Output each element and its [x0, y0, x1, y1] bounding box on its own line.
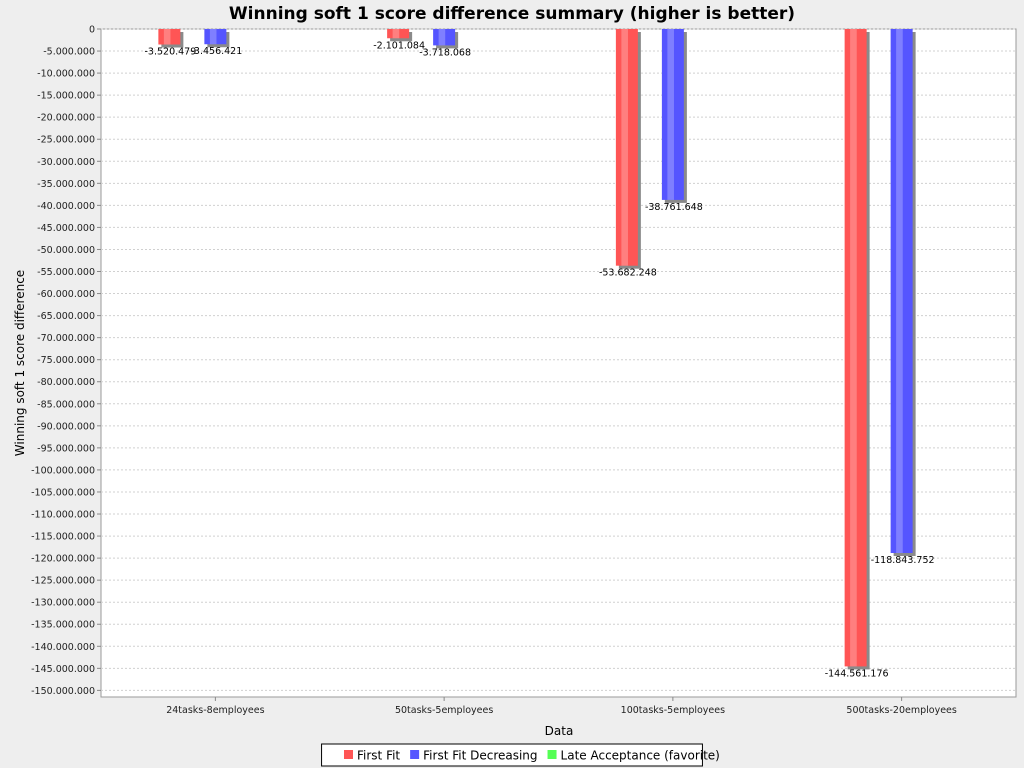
bar-value-label: -118.843.752 — [871, 555, 935, 566]
y-axis-label: Winning soft 1 score difference — [13, 270, 27, 456]
y-tick-label: -140.000.000 — [31, 642, 95, 653]
bar-value-label: -144.561.176 — [825, 668, 889, 679]
bar-highlight — [850, 29, 857, 667]
y-tick-label: -95.000.000 — [37, 443, 95, 454]
bar — [844, 29, 867, 667]
bar-highlight — [392, 29, 400, 39]
y-tick-label: -40.000.000 — [37, 201, 95, 212]
x-tick-label: 24tasks-8employees — [166, 705, 264, 716]
y-tick-label: -15.000.000 — [37, 91, 95, 102]
y-tick-label: -20.000.000 — [37, 113, 95, 124]
y-tick-label: -115.000.000 — [31, 532, 95, 543]
y-tick-label: -60.000.000 — [37, 289, 95, 300]
y-tick-label: -50.000.000 — [37, 245, 95, 256]
data-labels: -3.520.479-3.456.421 -2.101.084-3.718.068… — [144, 40, 934, 679]
legend-entry: First Fit Decreasing — [423, 749, 537, 763]
bar-highlight — [438, 29, 446, 46]
y-tick-label: -5.000.000 — [43, 47, 95, 58]
bar-value-label: -3.718.068 — [419, 47, 471, 58]
x-axis-ticks: 24tasks-8employees 50tasks-5employees 100t… — [166, 697, 957, 716]
bar-value-label: -38.761.648 — [645, 202, 703, 213]
legend-swatch — [547, 750, 557, 759]
bar — [433, 29, 456, 46]
bar-value-label: -53.682.248 — [599, 268, 657, 279]
y-tick-label: -100.000.000 — [31, 465, 95, 476]
y-tick-label: -30.000.000 — [37, 157, 95, 168]
y-tick-label: -75.000.000 — [37, 355, 95, 366]
y-tick-label: -10.000.000 — [37, 69, 95, 80]
y-tick-label: -70.000.000 — [37, 333, 95, 344]
legend-entry: Late Acceptance (favorite) — [561, 749, 720, 763]
y-tick-label: -25.000.000 — [37, 135, 95, 146]
y-tick-label: -55.000.000 — [37, 267, 95, 278]
y-axis-ticks: 0 -5.000.000 -10.000.000 -15.000.000 -20.000… — [31, 25, 101, 697]
y-tick-label: -130.000.000 — [31, 598, 95, 609]
bar-highlight — [667, 29, 674, 200]
bar-highlight — [896, 29, 903, 554]
x-tick-label: 100tasks-5employees — [621, 705, 725, 716]
bar — [890, 29, 913, 554]
y-tick-label: -105.000.000 — [31, 487, 95, 498]
y-tick-label: -45.000.000 — [37, 223, 95, 234]
plot-area — [100, 28, 1017, 698]
bars — [158, 29, 916, 670]
y-tick-label: -35.000.000 — [37, 179, 95, 190]
bar — [158, 29, 181, 45]
legend: First Fit First Fit Decreasing Late Accept… — [321, 743, 720, 767]
bar-value-label: -2.101.084 — [373, 40, 425, 51]
y-tick-label: -150.000.000 — [31, 686, 95, 697]
x-tick-label: 50tasks-5employees — [395, 705, 493, 716]
legend-swatch — [344, 750, 353, 759]
bar — [615, 29, 638, 266]
bar — [661, 29, 684, 200]
bar-highlight — [621, 29, 628, 266]
x-axis-label: Data — [545, 724, 574, 738]
legend-entry: First Fit — [357, 749, 400, 763]
x-tick-label: 500tasks-20employees — [846, 705, 956, 716]
y-tick-label: 0 — [89, 25, 95, 36]
legend-box — [321, 743, 703, 767]
legend-swatch — [410, 750, 420, 759]
bar-value-label: -3.520.479 — [144, 47, 196, 58]
bar — [204, 29, 227, 45]
y-tick-label: -110.000.000 — [31, 510, 95, 521]
y-tick-label: -85.000.000 — [37, 399, 95, 410]
bar-value-label: -3.456.421 — [190, 46, 242, 57]
y-tick-label: -65.000.000 — [37, 311, 95, 322]
y-tick-label: -125.000.000 — [31, 576, 95, 587]
y-tick-label: -80.000.000 — [37, 377, 95, 388]
y-tick-label: -90.000.000 — [37, 421, 95, 432]
gridlines — [101, 28, 1016, 691]
y-tick-label: -120.000.000 — [31, 554, 95, 565]
bar — [387, 29, 410, 39]
chart-title: Winning soft 1 score difference summary … — [229, 4, 795, 24]
bar-highlight — [163, 29, 171, 45]
bar-highlight — [209, 29, 217, 45]
y-tick-label: -135.000.000 — [31, 620, 95, 631]
y-tick-label: -145.000.000 — [31, 664, 95, 675]
